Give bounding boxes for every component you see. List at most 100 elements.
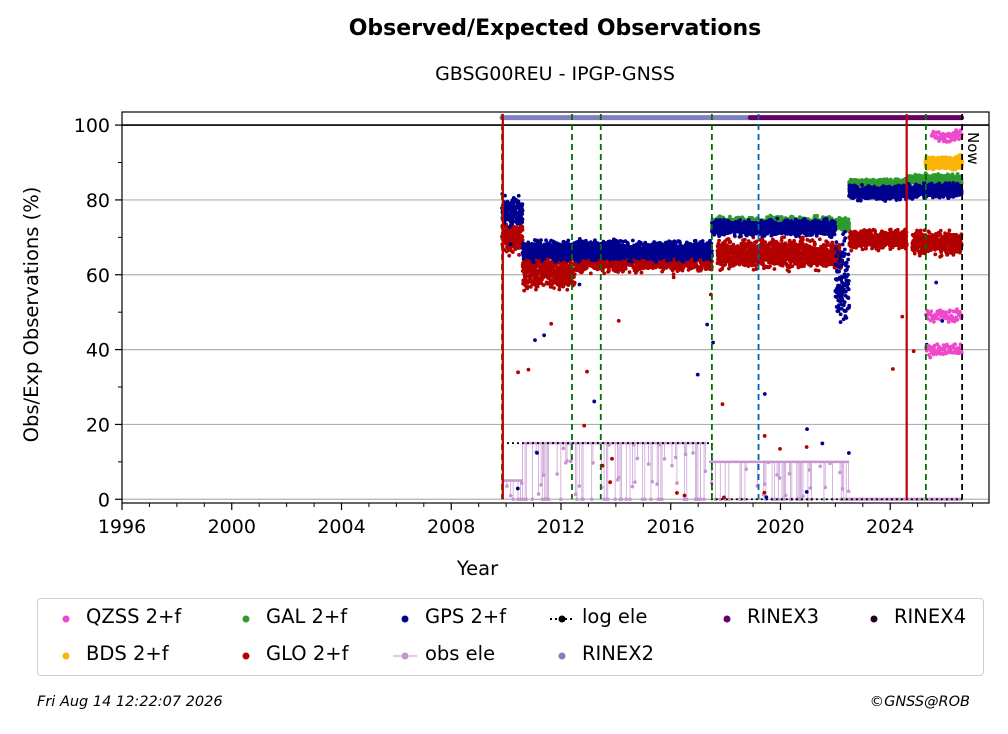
glo-point	[549, 321, 554, 326]
glo-point	[825, 240, 830, 245]
glo-point	[608, 480, 613, 485]
glo-point	[639, 270, 644, 275]
obs-ele-point	[602, 497, 606, 502]
obs-ele-point	[703, 469, 708, 474]
obs-ele-point	[516, 497, 520, 502]
obs-ele-point	[568, 459, 573, 464]
series-log-ele	[501, 442, 963, 501]
obs-ele-point	[743, 497, 747, 502]
glo-point	[778, 446, 782, 451]
obs-ele-point	[524, 497, 529, 502]
glo-point	[763, 240, 768, 245]
obs-ele-point	[846, 489, 851, 494]
glo-point	[535, 284, 540, 289]
glo-point	[529, 277, 533, 282]
glo-point	[782, 235, 787, 240]
obs-ele-point	[682, 497, 687, 502]
glo-point	[890, 367, 895, 371]
obs-ele-point	[536, 492, 541, 496]
glo-point	[900, 314, 905, 319]
glo-point	[507, 253, 512, 258]
glo-point	[888, 227, 893, 232]
obs-ele-point	[777, 476, 782, 480]
glo-point	[623, 266, 628, 271]
obs-ele-point	[530, 497, 535, 502]
obs-ele-point	[782, 497, 787, 502]
glo-point	[912, 251, 917, 256]
obs-ele-point	[561, 446, 566, 451]
obs-ele-point	[670, 463, 674, 468]
glo-point	[526, 367, 531, 372]
glo-point	[565, 287, 570, 292]
obs-ele-point	[675, 481, 679, 485]
glo-point	[671, 275, 676, 280]
glo-point	[517, 253, 521, 257]
obs-ele-point	[555, 472, 559, 476]
obs-ele-point	[766, 460, 771, 465]
glo-point	[762, 434, 767, 438]
series-glo	[500, 219, 964, 500]
glo-point	[524, 274, 528, 279]
glo-point	[546, 256, 551, 261]
glo-point	[675, 491, 679, 495]
glo-point	[938, 228, 943, 233]
glo-point	[572, 280, 577, 285]
obs-ele-point	[656, 497, 661, 502]
obs-ele-point	[643, 497, 647, 502]
glo-point	[895, 227, 900, 232]
obs-ele-point	[575, 497, 579, 502]
glo-point	[518, 245, 522, 250]
obs-ele-point	[696, 497, 700, 502]
glo-point	[849, 248, 854, 253]
glo-point	[585, 369, 589, 374]
glo-point	[520, 237, 525, 242]
obs-ele-point	[635, 456, 640, 461]
obs-ele-point	[520, 497, 525, 502]
obs-ele-point	[698, 497, 703, 502]
glo-point	[772, 267, 777, 271]
glo-point	[762, 490, 767, 495]
obs-ele-point	[511, 497, 515, 502]
glo-point	[520, 225, 525, 229]
obs-ele-point	[691, 451, 695, 455]
obs-ele-point	[640, 497, 645, 502]
obs-ele-point	[565, 458, 569, 463]
obs-ele-point	[727, 497, 731, 502]
plot-area	[499, 114, 965, 502]
obs-ele-point	[650, 479, 655, 484]
glo-point	[610, 456, 614, 461]
obs-ele-point	[823, 485, 828, 490]
glo-point	[561, 284, 566, 289]
obs-ele-point	[702, 497, 706, 502]
obs-ele-point	[581, 497, 585, 502]
glo-point	[933, 252, 938, 257]
series-obs-ele	[501, 441, 963, 502]
obs-ele-point	[619, 497, 624, 502]
glo-point	[552, 286, 556, 290]
glo-point	[520, 227, 525, 232]
obs-ele-point	[589, 497, 594, 502]
glo-point	[860, 247, 865, 252]
glo-point	[682, 493, 687, 498]
glo-point	[754, 239, 759, 244]
glo-point	[816, 268, 821, 273]
glo-point	[602, 271, 607, 276]
obs-ele-point	[624, 497, 629, 502]
glo-point	[572, 272, 577, 277]
glo-point	[728, 240, 733, 244]
obs-ele-point	[744, 467, 748, 471]
glo-point	[787, 269, 791, 274]
glo-point	[606, 269, 611, 274]
obs-ele-point	[505, 484, 509, 488]
glo-point	[792, 238, 797, 243]
glo-point	[947, 228, 952, 233]
glo-point	[804, 445, 809, 449]
obs-ele-point	[628, 497, 632, 502]
obs-ele-point	[783, 493, 788, 498]
glo-point	[938, 232, 943, 237]
obs-ele-point	[828, 461, 832, 466]
glo-point	[541, 283, 546, 288]
glo-point	[790, 264, 795, 269]
glo-point	[522, 288, 527, 293]
